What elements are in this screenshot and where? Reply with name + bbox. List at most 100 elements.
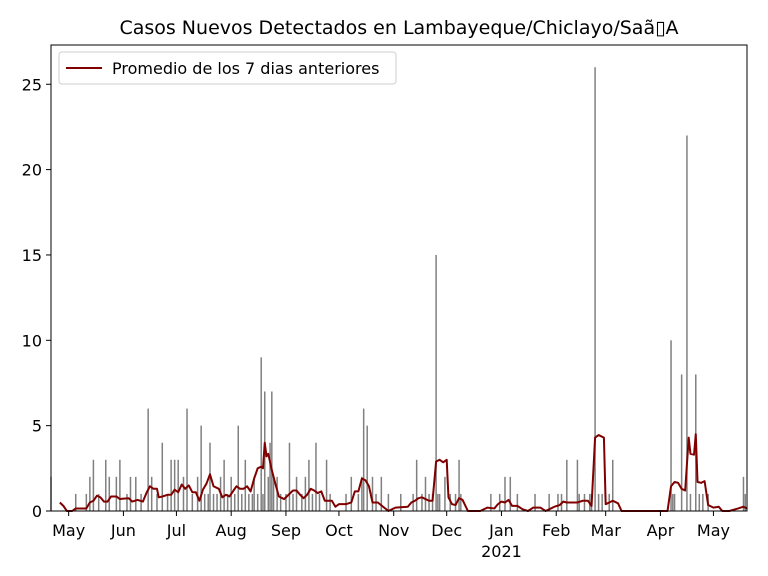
bar (371, 476, 374, 511)
bar (311, 493, 314, 511)
y-tick-label: 10 (22, 331, 42, 350)
bar (108, 476, 111, 511)
bar (97, 493, 100, 511)
bar (135, 476, 137, 511)
bar (504, 476, 506, 511)
bar (329, 493, 331, 511)
bar (601, 493, 603, 511)
bar (698, 493, 701, 511)
bar (516, 493, 519, 511)
bar (237, 425, 239, 511)
bar (431, 493, 434, 511)
bar (509, 476, 512, 511)
y-tick-label: 5 (32, 417, 42, 436)
bar (380, 476, 383, 511)
x-tick-label: Sep (271, 521, 301, 540)
bar (295, 476, 298, 511)
bar (460, 493, 462, 511)
bar (315, 442, 317, 511)
x-tick-label: Feb (542, 521, 570, 540)
bar (150, 476, 153, 511)
bar (308, 459, 310, 511)
bar (200, 425, 202, 511)
bar (566, 459, 568, 511)
bar (182, 476, 185, 511)
bar (244, 459, 247, 511)
average-line (59, 433, 748, 512)
bar (207, 493, 209, 511)
bar (119, 459, 121, 511)
x-year-label: 2021 (481, 542, 522, 561)
bar (702, 493, 704, 511)
bar (438, 493, 441, 511)
bar (454, 493, 457, 511)
bar (279, 493, 282, 511)
bar (387, 493, 390, 511)
x-tick-label: Jun (110, 521, 136, 540)
bar (680, 374, 683, 511)
x-tick-label: Oct (325, 521, 353, 540)
y-tick-label: 20 (22, 161, 42, 180)
bar (276, 476, 278, 511)
bar (689, 493, 692, 511)
bar (288, 442, 291, 511)
bar (156, 493, 158, 511)
bar (166, 493, 169, 511)
bar (260, 357, 262, 511)
bar (74, 493, 77, 511)
bar (744, 493, 746, 511)
bar (186, 408, 188, 511)
bar (203, 493, 206, 511)
bar (583, 493, 586, 511)
bar (170, 459, 172, 511)
bar (269, 442, 271, 511)
bar (92, 459, 95, 511)
bar (672, 493, 674, 511)
bar (415, 459, 418, 511)
bar (173, 459, 176, 511)
bar (345, 493, 347, 511)
x-tick-label: Dec (431, 521, 462, 540)
bar (177, 459, 179, 511)
x-tick-label: Jul (166, 521, 186, 540)
bar (670, 340, 672, 511)
bar (272, 476, 275, 511)
bar (490, 493, 492, 511)
bar (248, 493, 250, 511)
bar (357, 493, 360, 511)
bar (424, 476, 427, 511)
bar (400, 493, 402, 511)
bar (301, 493, 303, 511)
bar (742, 476, 745, 511)
bar (271, 391, 273, 511)
bar (444, 476, 446, 511)
x-tick-label: Apr (647, 521, 675, 540)
bar (226, 493, 229, 511)
bar (437, 493, 439, 511)
bar (241, 493, 243, 511)
bar (126, 493, 128, 511)
bar (115, 476, 118, 511)
x-tick-label: May (52, 521, 85, 540)
bar (421, 493, 423, 511)
bar (292, 493, 294, 511)
plot-frame (50, 44, 748, 512)
bar (191, 493, 194, 511)
bar (212, 493, 215, 511)
y-tick-label: 25 (22, 75, 42, 94)
bar (223, 459, 225, 511)
bar (435, 254, 437, 511)
x-tick-label: Nov (378, 521, 409, 540)
bar (594, 67, 596, 511)
x-axis: May Jun Jul Aug Sep Oct Nov Dec Jan Feb Mar Apr May 2… (52, 511, 730, 561)
bar (233, 493, 236, 511)
bar (612, 459, 614, 511)
bar (534, 493, 536, 511)
bar (147, 408, 149, 511)
bar (428, 493, 430, 511)
bar (366, 425, 368, 511)
x-tick-label: Mar (591, 521, 622, 540)
bar (140, 493, 142, 511)
